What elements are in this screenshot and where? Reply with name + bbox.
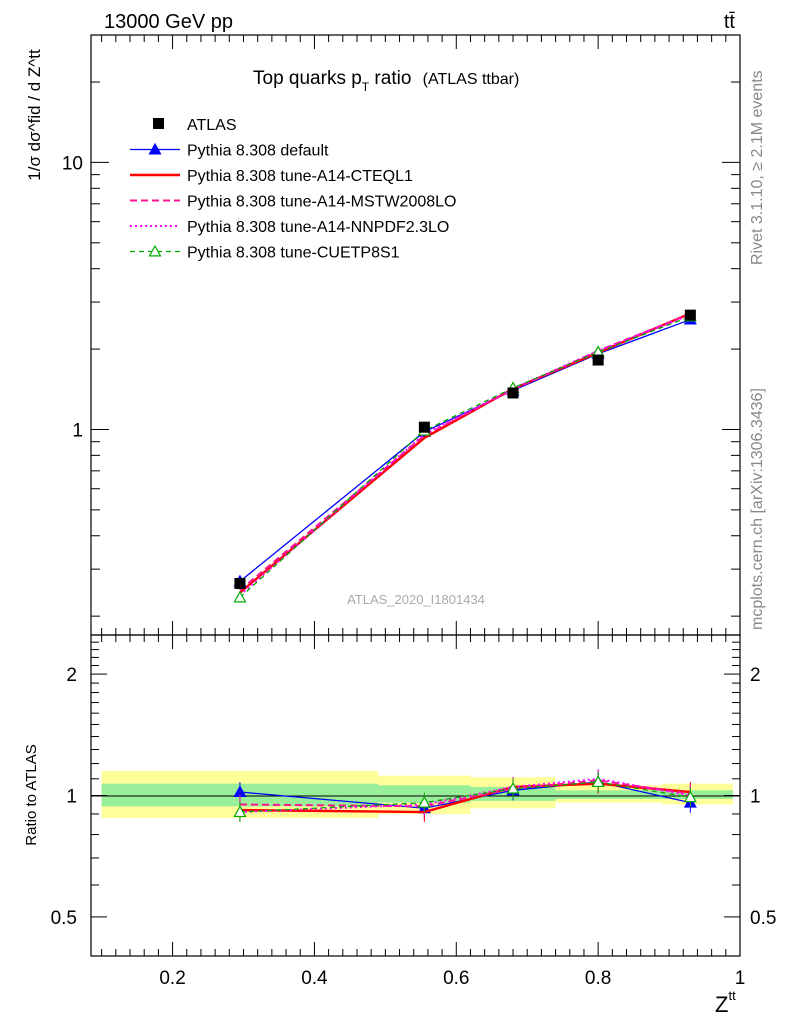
legend-label: Pythia 8.308 tune-A14-CTEQL1: [187, 168, 413, 185]
legend-entry: ATLAS: [153, 117, 237, 134]
main-curves: [233, 309, 697, 603]
legend-label: Pythia 8.308 default: [187, 143, 329, 160]
ratio-y-tick-label-right: 2: [750, 665, 761, 686]
legend-entry: Pythia 8.308 default: [130, 143, 329, 160]
main-ylabel: 1/σ dσ^fid / d Z^tt: [25, 49, 44, 181]
ratio-series-point: [233, 805, 247, 818]
main-series-point: [233, 590, 247, 603]
legend-label: Pythia 8.308 tune-CUETP8S1: [187, 245, 400, 262]
legend: ATLAS Pythia 8.308 default Pythia 8.308 tu…: [130, 117, 456, 262]
stat-band: [555, 790, 662, 800]
main-title-sub: T: [362, 80, 370, 94]
ratio-ylabel: Ratio to ATLAS: [23, 744, 40, 845]
legend-marker: [148, 142, 162, 155]
x-axis-label-main: Z: [715, 992, 728, 1017]
main-title-rest: ratio: [369, 68, 411, 89]
atlas-data-point: [507, 387, 519, 399]
main-title: Top quarks pT ratio (ATLAS ttbar): [253, 68, 519, 94]
ratio-series-point: [591, 775, 605, 788]
x-tick-label: 1: [735, 968, 746, 989]
x-tick-label: 0.4: [301, 968, 328, 989]
x-tick-label: 0.2: [159, 968, 185, 989]
energy-label: 13000 GeV pp: [104, 11, 233, 33]
y-tick-label: 10: [62, 153, 83, 174]
main-series-line: [239, 313, 691, 596]
main-axis-ticks: 1 10: [62, 34, 741, 635]
main-series-line: [239, 312, 691, 594]
ratio-ylabel-text: Ratio to ATLAS: [23, 744, 40, 845]
main-panel: 1 10 1/σ dσ^fid / d Z^tt Top quarks pT ra…: [25, 34, 741, 636]
atlas-data-point: [418, 421, 430, 433]
legend-atlas-marker: [153, 118, 164, 129]
x-tick-label: 0.6: [443, 968, 469, 989]
legend-entry: Pythia 8.308 tune-A14-MSTW2008LO: [130, 194, 456, 211]
y-tick-label: 1: [72, 420, 83, 441]
legend-marker: [148, 244, 162, 257]
rivet-label: Rivet 3.1.10, ≥ 2.1M events: [749, 70, 766, 265]
ratio-y-tick-label: 0.5: [51, 908, 77, 929]
ratio-y-tick-label: 1: [66, 787, 77, 808]
x-tick-label: 0.8: [585, 968, 611, 989]
ratio-y-tick-label: 2: [66, 665, 77, 686]
watermark: ATLAS_2020_I1801434: [347, 592, 485, 607]
legend-entry: Pythia 8.308 tune-A14-CTEQL1: [130, 168, 413, 185]
atlas-data-point: [684, 309, 696, 321]
x-axis-label: Ztt: [715, 988, 736, 1017]
ratio-curves: [233, 768, 697, 823]
ratio-series-line: [239, 777, 691, 814]
ratio-series-point: [417, 795, 431, 808]
ratio-y-tick-label-right: 1: [750, 787, 761, 808]
atlas-data-point: [592, 354, 604, 366]
main-series-line: [239, 312, 691, 592]
legend-label: Pythia 8.308 tune-A14-NNPDF2.3LO: [187, 219, 449, 236]
ratio-series-point: [506, 781, 520, 794]
legend-entry: Pythia 8.308 tune-CUETP8S1: [130, 245, 400, 262]
stat-band: [661, 790, 733, 800]
atlas-data-point: [234, 578, 246, 590]
mcplots-label: mcplots.cern.ch [arXiv:1306.3436]: [749, 388, 766, 630]
ratio-y-tick-label-right: 0.5: [750, 908, 776, 929]
ratio-series-point: [683, 790, 697, 803]
main-series-line: [239, 315, 691, 598]
ratio-axis-ticks: 0.2 0.4 0.6 0.8 1 0.5 0.5 1 1 2 2: [51, 635, 776, 989]
ratio-frame: [90, 634, 741, 957]
ratio-panel: 0.2 0.4 0.6 0.8 1 0.5 0.5 1 1 2 2 Ratio to ATLAS Z…: [23, 634, 776, 1017]
main-title-note: (ATLAS ttbar): [423, 71, 520, 88]
process-label: tt̄: [724, 11, 736, 33]
main-series-line: [239, 318, 691, 582]
main-ylabel-text: 1/σ dσ^fid / d Z^tt: [25, 49, 44, 181]
x-axis-label-sup: tt: [728, 988, 736, 1003]
legend-label: ATLAS: [187, 117, 237, 134]
main-title-main: Top quarks p: [253, 68, 362, 89]
legend-label: Pythia 8.308 tune-A14-MSTW2008LO: [187, 194, 456, 211]
legend-entry: Pythia 8.308 tune-A14-NNPDF2.3LO: [130, 219, 449, 236]
